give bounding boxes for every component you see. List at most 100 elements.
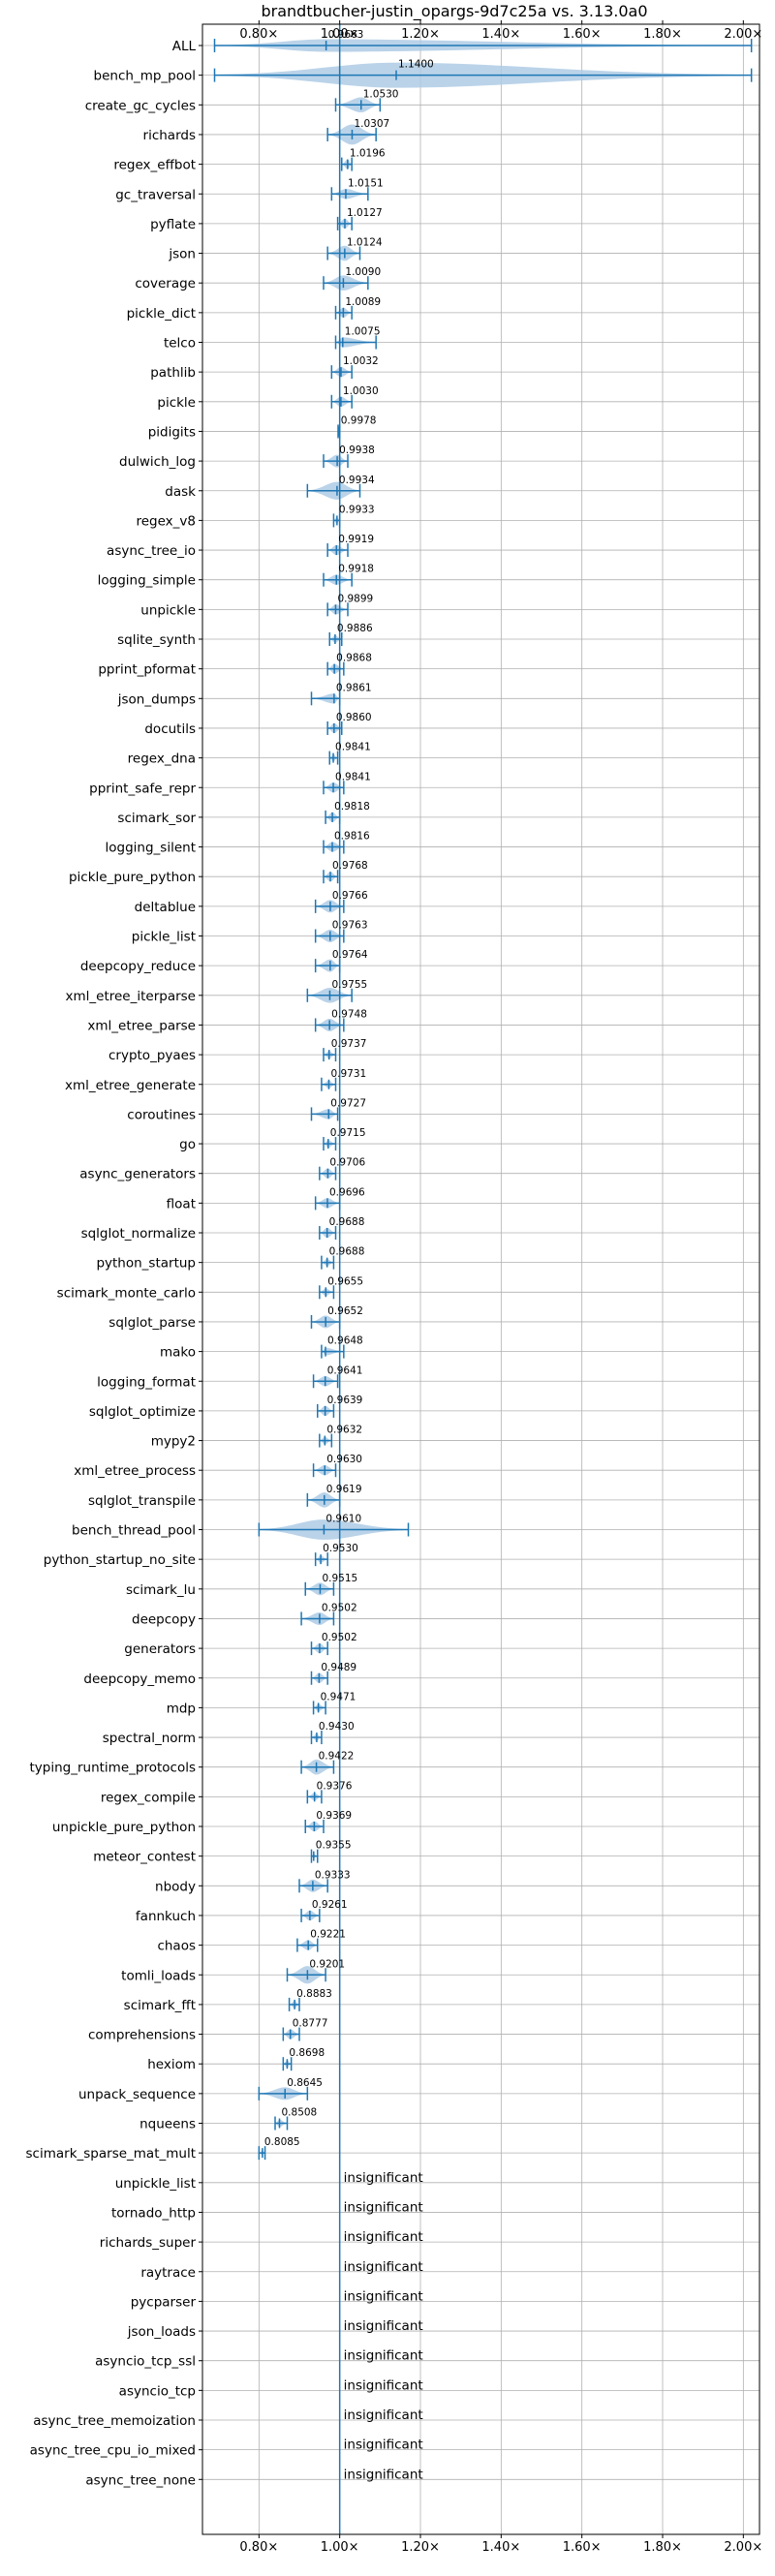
value-label: 0.9648	[327, 1335, 363, 1347]
benchmark-name: deepcopy_reduce	[80, 959, 196, 974]
insignificant-label: insignificant	[344, 2288, 423, 2304]
x-tick-label-bottom: 0.80×	[239, 2540, 278, 2555]
value-label: 0.9369	[316, 1810, 352, 1822]
value-label: 1.0530	[363, 88, 399, 100]
benchmark-name: ALL	[172, 39, 197, 54]
value-label: 0.9355	[316, 1840, 352, 1852]
benchmark-name: deepcopy_memo	[83, 1671, 196, 1687]
value-label: 0.9652	[327, 1305, 363, 1317]
benchmark-name: async_tree_io	[107, 543, 196, 559]
value-label: 0.9502	[322, 1632, 357, 1643]
x-tick-label-bottom: 1.80×	[643, 2540, 682, 2555]
value-label: 0.9978	[341, 414, 377, 426]
benchmark-name: crypto_pyaes	[108, 1048, 196, 1063]
insignificant-label: insignificant	[344, 2170, 423, 2186]
benchmark-name: richards	[143, 128, 196, 143]
benchmark-name: bench_thread_pool	[72, 1523, 196, 1539]
x-tick-label-top: 2.00×	[724, 27, 762, 42]
value-label: 1.0032	[343, 355, 379, 367]
benchmark-name: logging_format	[97, 1374, 196, 1390]
value-label: 0.9731	[330, 1068, 366, 1080]
benchmark-name: meteor_contest	[93, 1850, 196, 1865]
value-label: 0.8883	[296, 1988, 332, 2000]
benchmark-name: pprint_safe_repr	[89, 781, 196, 796]
benchmark-name: async_tree_memoization	[33, 2413, 196, 2429]
value-label: 1.0030	[343, 385, 379, 397]
value-label: 0.9764	[332, 949, 368, 961]
value-label: 0.9333	[315, 1869, 351, 1881]
benchmark-name: sqlite_synth	[117, 632, 196, 648]
value-label: 0.9696	[329, 1186, 365, 1198]
value-label: 0.9688	[329, 1246, 365, 1258]
benchmark-name: pathlib	[150, 365, 196, 381]
benchmark-name: go	[179, 1137, 196, 1152]
value-label: 1.1400	[398, 59, 434, 71]
benchmark-name: spectral_norm	[103, 1731, 196, 1746]
insignificant-label: insignificant	[344, 2199, 423, 2215]
value-label: 1.0307	[354, 118, 389, 130]
value-label: 0.9430	[319, 1721, 355, 1733]
value-label: 1.0090	[345, 266, 381, 278]
value-label: 0.9766	[332, 890, 368, 902]
x-tick-label-bottom: 1.00×	[321, 2540, 359, 2555]
benchmark-name: chaos	[157, 1939, 196, 1954]
value-label: 0.9530	[323, 1543, 358, 1554]
benchmark-name: mako	[160, 1345, 196, 1361]
benchmark-name: unpickle_list	[115, 2176, 196, 2192]
value-label: 0.9816	[334, 831, 370, 843]
benchmark-name: deltablue	[135, 900, 196, 915]
value-label: 0.9630	[326, 1454, 362, 1465]
benchmark-name: hexiom	[147, 2057, 196, 2072]
benchmark-name: unpack_sequence	[78, 2087, 196, 2102]
insignificant-label: insignificant	[344, 2259, 423, 2275]
value-label: 0.8777	[293, 2018, 328, 2030]
benchmark-name: raytrace	[140, 2265, 196, 2281]
value-label: 0.9663	[328, 29, 364, 41]
benchmark-name: create_gc_cycles	[85, 98, 196, 113]
benchmark-name: dulwich_log	[119, 454, 196, 470]
benchmark-name: asyncio_tcp_ssl	[95, 2354, 196, 2370]
value-label: 0.9763	[332, 920, 368, 932]
benchmark-name: unpickle_pure_python	[52, 1820, 196, 1835]
grid-layer	[199, 20, 760, 2538]
benchmark-name: async_generators	[79, 1167, 196, 1182]
value-label: 0.9886	[337, 623, 373, 634]
insignificant-label: insignificant	[344, 2438, 423, 2453]
insignificant-label: insignificant	[344, 2229, 423, 2245]
plot-frame	[202, 23, 760, 2535]
value-label: 0.9933	[339, 504, 375, 515]
benchmark-name: generators	[124, 1641, 196, 1657]
benchmark-name: regex_effbot	[113, 158, 196, 173]
benchmark-name: comprehensions	[88, 2028, 196, 2043]
benchmark-name: pycparser	[131, 2294, 197, 2310]
benchmark-name: richards_super	[100, 2235, 197, 2251]
benchmark-name: xml_etree_iterparse	[66, 989, 197, 1004]
benchmark-name: pickle_list	[132, 930, 196, 945]
x-tick-label-bottom: 1.60×	[563, 2540, 602, 2555]
benchmark-name: unpickle	[140, 602, 196, 618]
value-label: 0.9619	[326, 1484, 362, 1495]
benchmark-name: regex_compile	[101, 1790, 196, 1805]
value-label: 0.9221	[310, 1929, 346, 1941]
benchmark-name: sqlglot_parse	[108, 1315, 196, 1331]
value-label: 0.9841	[335, 742, 371, 753]
benchmark-name: mypy2	[151, 1434, 196, 1450]
x-tick-label-top: 1.60×	[563, 27, 602, 42]
benchmark-name: deepcopy	[132, 1611, 196, 1627]
value-label: 0.9376	[317, 1780, 353, 1792]
benchmark-name: docutils	[144, 721, 196, 737]
benchmark-name: tomli_loads	[121, 1968, 196, 1983]
value-label: 0.8508	[282, 2107, 318, 2119]
benchmark-name: scimark_fft	[124, 1998, 196, 2013]
x-tick-label-top: 1.40×	[481, 27, 520, 42]
benchmark-name: python_startup_no_site	[44, 1552, 196, 1568]
value-label: 0.9934	[339, 475, 375, 486]
label-layer: 0.80× 0.80× 1.00× 1.00× 1.20× 1.20× 1.40× 1.40×…	[26, 27, 763, 2555]
benchmark-name: python_startup	[96, 1256, 196, 1272]
value-label: 0.9715	[330, 1127, 366, 1139]
benchmark-name: logging_silent	[106, 841, 196, 856]
benchmark-name: bench_mp_pool	[94, 69, 196, 84]
benchmark-name: float	[167, 1196, 196, 1211]
benchmark-name: fannkuch	[136, 1909, 196, 1924]
